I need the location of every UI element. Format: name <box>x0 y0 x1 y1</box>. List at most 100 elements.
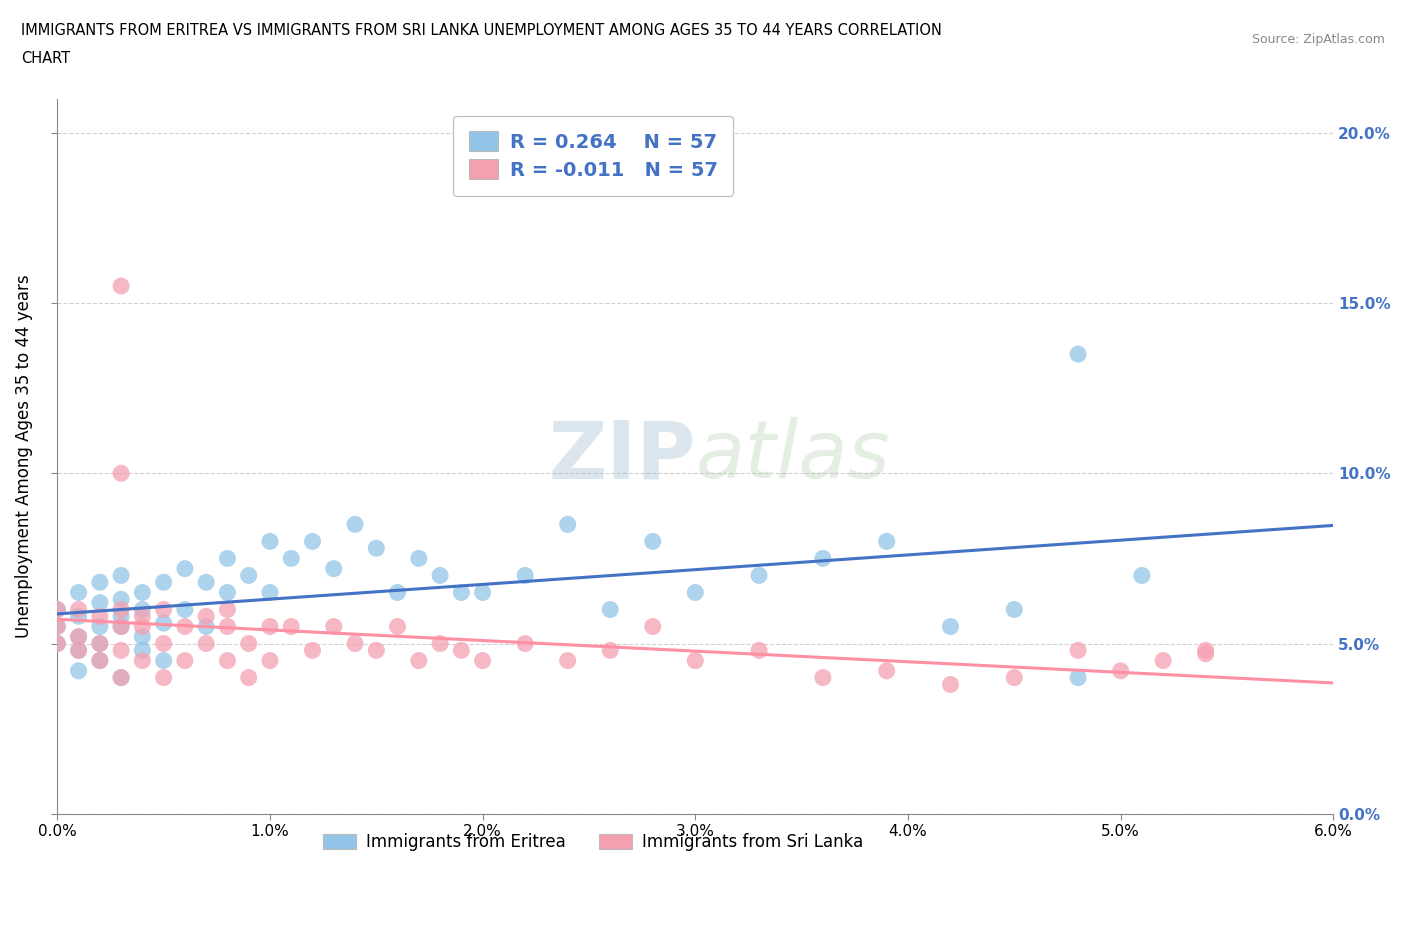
Point <box>1002 602 1025 617</box>
Text: Source: ZipAtlas.com: Source: ZipAtlas.com <box>1251 33 1385 46</box>
Point <box>1002 671 1025 685</box>
Point <box>685 653 707 668</box>
Point <box>387 585 409 600</box>
Point <box>110 609 132 624</box>
Point <box>217 653 239 668</box>
Point <box>195 619 218 634</box>
Point <box>195 609 218 624</box>
Point <box>344 636 367 651</box>
Point <box>67 630 90 644</box>
Point <box>152 602 174 617</box>
Point <box>811 551 834 565</box>
Point <box>131 643 153 658</box>
Point <box>89 636 111 651</box>
Point <box>557 517 579 532</box>
Point <box>131 619 153 634</box>
Point <box>152 636 174 651</box>
Point <box>366 643 388 658</box>
Point <box>1067 347 1090 362</box>
Point <box>89 653 111 668</box>
Point <box>876 534 898 549</box>
Point <box>1195 646 1218 661</box>
Point <box>174 653 197 668</box>
Point <box>429 568 451 583</box>
Point <box>89 619 111 634</box>
Point <box>259 653 281 668</box>
Y-axis label: Unemployment Among Ages 35 to 44 years: Unemployment Among Ages 35 to 44 years <box>15 274 32 638</box>
Point <box>195 636 218 651</box>
Point <box>217 551 239 565</box>
Point <box>238 636 260 651</box>
Point <box>641 534 664 549</box>
Point <box>641 619 664 634</box>
Point <box>46 636 69 651</box>
Point <box>557 653 579 668</box>
Point <box>67 643 90 658</box>
Point <box>110 671 132 685</box>
Point <box>301 643 323 658</box>
Point <box>259 534 281 549</box>
Point <box>429 636 451 651</box>
Point <box>280 619 302 634</box>
Legend: Immigrants from Eritrea, Immigrants from Sri Lanka: Immigrants from Eritrea, Immigrants from… <box>315 825 872 859</box>
Point <box>1130 568 1153 583</box>
Point <box>748 643 770 658</box>
Point <box>131 585 153 600</box>
Point <box>46 619 69 634</box>
Point <box>46 636 69 651</box>
Point <box>811 671 834 685</box>
Point <box>387 619 409 634</box>
Point <box>408 551 430 565</box>
Point <box>259 619 281 634</box>
Point <box>301 534 323 549</box>
Point <box>110 466 132 481</box>
Point <box>238 568 260 583</box>
Point <box>110 671 132 685</box>
Point <box>89 595 111 610</box>
Point <box>344 517 367 532</box>
Point <box>67 585 90 600</box>
Point <box>152 671 174 685</box>
Point <box>174 602 197 617</box>
Point <box>89 653 111 668</box>
Point <box>1067 671 1090 685</box>
Text: IMMIGRANTS FROM ERITREA VS IMMIGRANTS FROM SRI LANKA UNEMPLOYMENT AMONG AGES 35 : IMMIGRANTS FROM ERITREA VS IMMIGRANTS FR… <box>21 23 942 38</box>
Point <box>217 619 239 634</box>
Point <box>152 575 174 590</box>
Point <box>366 540 388 555</box>
Point <box>110 591 132 606</box>
Point <box>131 630 153 644</box>
Point <box>89 609 111 624</box>
Point <box>46 619 69 634</box>
Point <box>1195 643 1218 658</box>
Point <box>748 568 770 583</box>
Point <box>131 609 153 624</box>
Text: atlas: atlas <box>696 418 890 496</box>
Point <box>515 636 537 651</box>
Point <box>110 619 132 634</box>
Point <box>939 677 962 692</box>
Point <box>322 561 344 576</box>
Point <box>939 619 962 634</box>
Point <box>46 602 69 617</box>
Point <box>471 653 494 668</box>
Point <box>110 619 132 634</box>
Point <box>46 602 69 617</box>
Point <box>89 575 111 590</box>
Text: CHART: CHART <box>21 51 70 66</box>
Point <box>471 585 494 600</box>
Point <box>876 663 898 678</box>
Point <box>131 602 153 617</box>
Point <box>110 643 132 658</box>
Point <box>89 636 111 651</box>
Point <box>259 585 281 600</box>
Point <box>67 630 90 644</box>
Point <box>152 616 174 631</box>
Point <box>450 585 472 600</box>
Point <box>599 602 621 617</box>
Point <box>450 643 472 658</box>
Point <box>131 653 153 668</box>
Point <box>238 671 260 685</box>
Point <box>280 551 302 565</box>
Point <box>174 561 197 576</box>
